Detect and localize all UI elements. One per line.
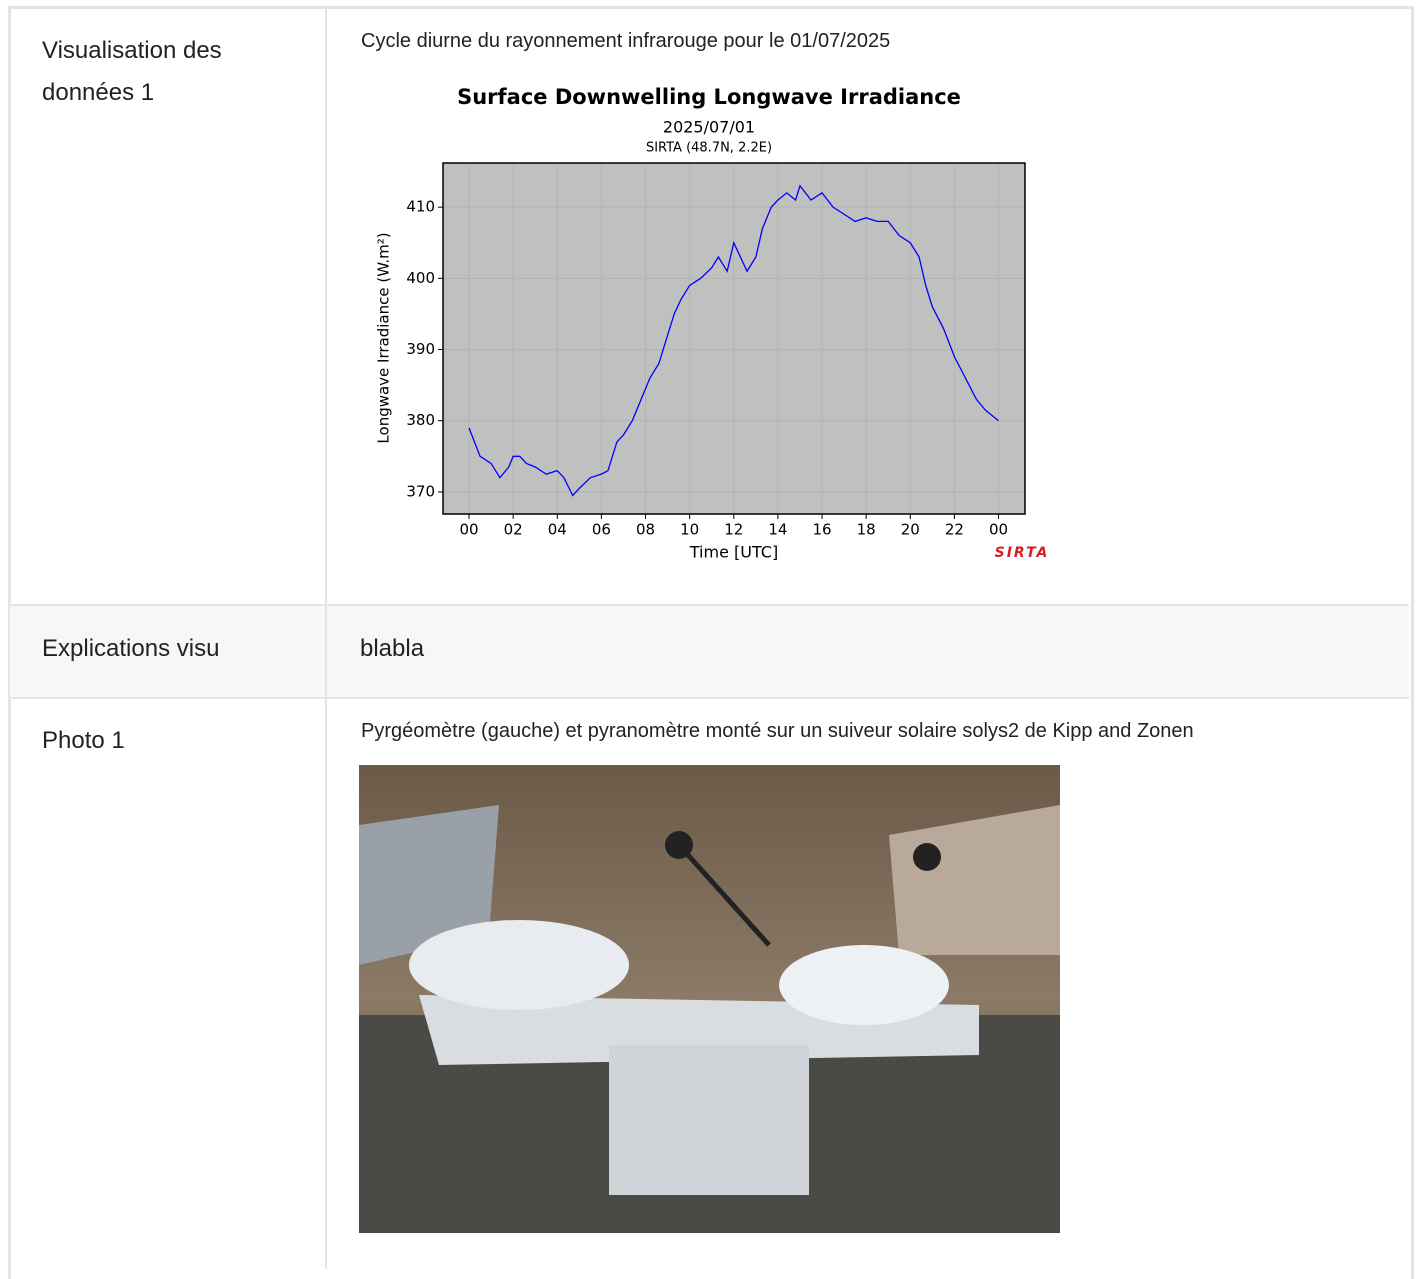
chart: Surface Downwelling Longwave Irradiance … <box>375 85 1050 562</box>
x-tick-label: 16 <box>812 521 831 539</box>
row-bg <box>10 606 1409 698</box>
y-tick-label: 390 <box>406 340 435 358</box>
caption: Pyrgéomètre (gauche) et pyranomètre mont… <box>361 720 1194 742</box>
y-tick-label: 370 <box>406 482 435 500</box>
x-tick-label: 04 <box>548 521 567 539</box>
x-tick-label: 22 <box>945 521 964 539</box>
y-axis-label: Longwave Irradiance (W.m²) <box>375 232 393 443</box>
row-label: Visualisation des données 1 <box>42 37 222 106</box>
cell-text: blabla <box>360 635 425 662</box>
x-tick-label: 08 <box>636 521 655 539</box>
data-line <box>468 184 999 497</box>
table <box>8 6 1414 1279</box>
x-tick-label: 10 <box>680 521 699 539</box>
y-tick-label: 380 <box>406 411 435 429</box>
logo: SIRTA <box>995 545 1050 561</box>
station: SIRTA (48.7N, 2.2E) <box>646 141 772 156</box>
x-tick-label: 00 <box>459 521 478 539</box>
x-tick-label: 14 <box>768 521 787 539</box>
caption: Cycle diurne du rayonnement infrarouge p… <box>361 30 891 52</box>
y-tick-label: 400 <box>406 269 435 287</box>
column-divider <box>325 9 327 1269</box>
chart-title: Surface Downwelling Longwave Irradiance <box>457 85 961 109</box>
row-divider <box>10 604 1409 606</box>
x-tick-label: 20 <box>901 521 920 539</box>
x-tick-label: 06 <box>592 521 611 539</box>
x-tick-label: 02 <box>504 521 523 539</box>
x-tick-label: 18 <box>857 521 876 539</box>
x-tick-label: 12 <box>724 521 743 539</box>
plot-frame <box>442 162 1026 515</box>
x-axis-label: Time [UTC] <box>689 543 778 562</box>
photo <box>359 765 1060 1233</box>
x-tick-label: 00 <box>989 521 1008 539</box>
y-tick-label: 410 <box>406 198 435 216</box>
row-label: Photo 1 <box>42 727 125 754</box>
row-label: Explications visu <box>42 635 220 662</box>
row-divider <box>10 697 1409 699</box>
chart-subtitle: 2025/07/01 <box>663 118 755 137</box>
